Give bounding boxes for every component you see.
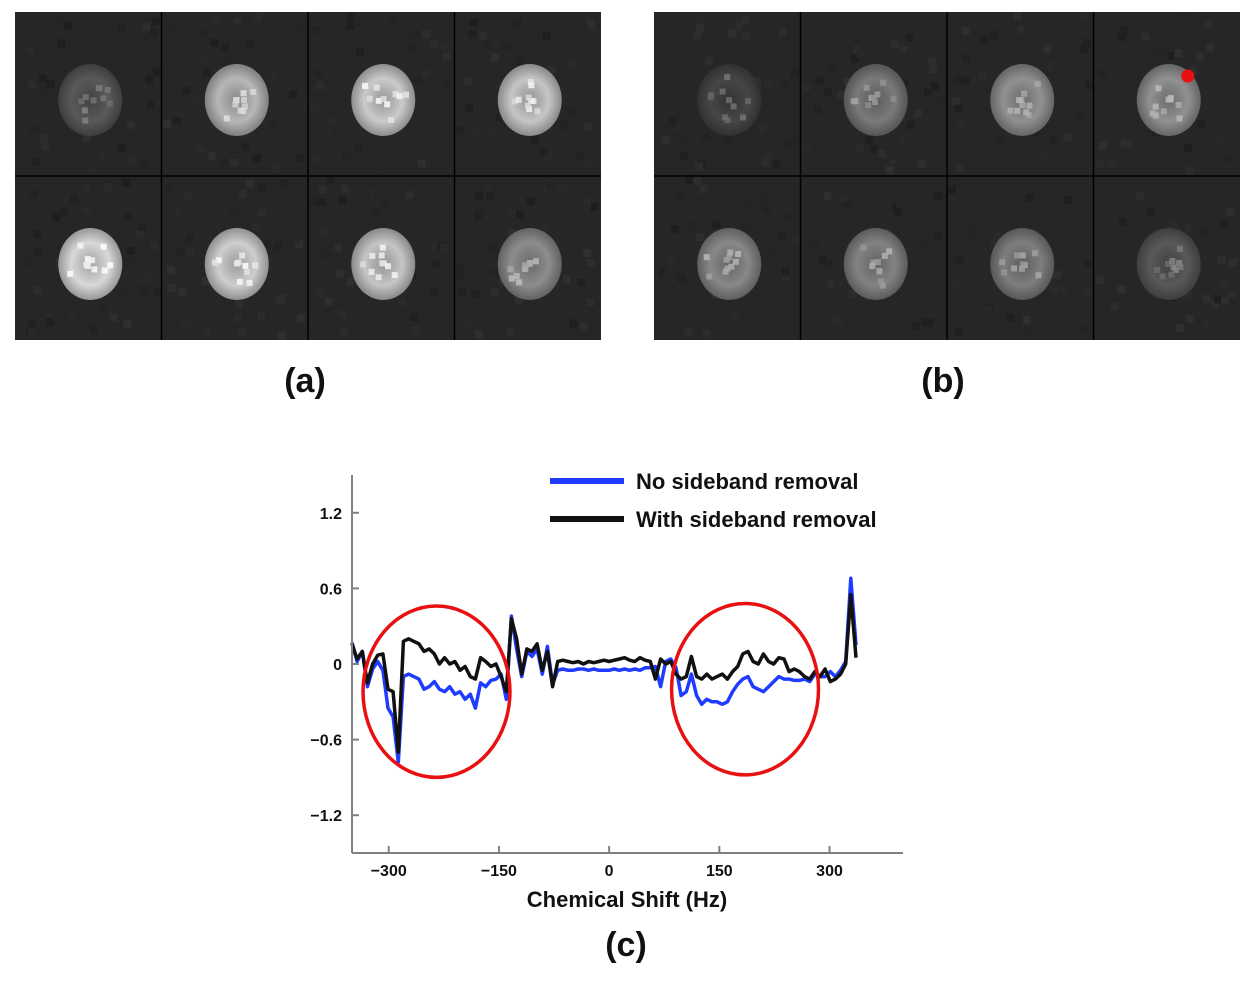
mri-slice [454,176,601,340]
y-tick-label: 0.6 [320,581,342,598]
panel-label-b: (b) [921,362,965,400]
mri-slice [1093,12,1240,176]
y-tick-label: −0.6 [310,733,342,750]
mri-slice [454,12,601,176]
y-tick-label: 0 [333,657,342,674]
voxel-marker [1181,69,1195,83]
plot-area [350,576,858,780]
x-tick-label: −150 [481,863,517,880]
mri-slice [161,176,308,340]
x-axis-label: Chemical Shift (Hz) [527,887,727,912]
x-tick-label: 0 [605,863,614,880]
mri-slice [308,176,455,340]
series-line-with-sideband-removal [350,592,858,754]
highlight-ellipse [669,601,821,777]
mri-slice [654,176,801,340]
spectrum-chart: −300 −150 0 150 300 1.2 0.6 0 −0.6 −1.2 Chemical… [310,469,903,912]
mri-slices-b [654,12,1240,340]
x-ticks: −300 −150 0 150 300 [371,846,843,880]
panel-label-c: (c) [605,926,647,964]
x-tick-label: 150 [706,863,733,880]
mri-panel-b [654,12,1240,340]
mri-slice [161,12,308,176]
x-tick-label: −300 [371,863,407,880]
y-ticks: 1.2 0.6 0 −0.6 −1.2 [310,506,359,825]
mri-slice [947,12,1094,176]
mri-slice [800,12,947,176]
axes: −300 −150 0 150 300 1.2 0.6 0 −0.6 −1.2 [310,475,903,880]
mri-slice [654,12,801,176]
mri-slice [15,176,162,340]
panel-label-a: (a) [284,362,326,400]
series-line-no-sideband-removal [350,576,858,765]
y-tick-label: 1.2 [320,506,342,523]
mri-slice [947,176,1094,340]
mri-slice [308,12,455,176]
legend-label-no-sideband-removal: No sideband removal [636,469,859,494]
legend: No sideband removal With sideband remova… [550,469,877,532]
highlight-ellipse [361,604,512,780]
mri-slice [1093,176,1240,340]
y-tick-label: −1.2 [310,808,342,825]
legend-label-with-sideband-removal: With sideband removal [636,507,877,532]
mri-slices-a [15,12,601,340]
mri-slice [15,12,162,176]
x-tick-label: 300 [816,863,843,880]
mri-panel-a [15,12,601,340]
mri-slice [800,176,947,340]
